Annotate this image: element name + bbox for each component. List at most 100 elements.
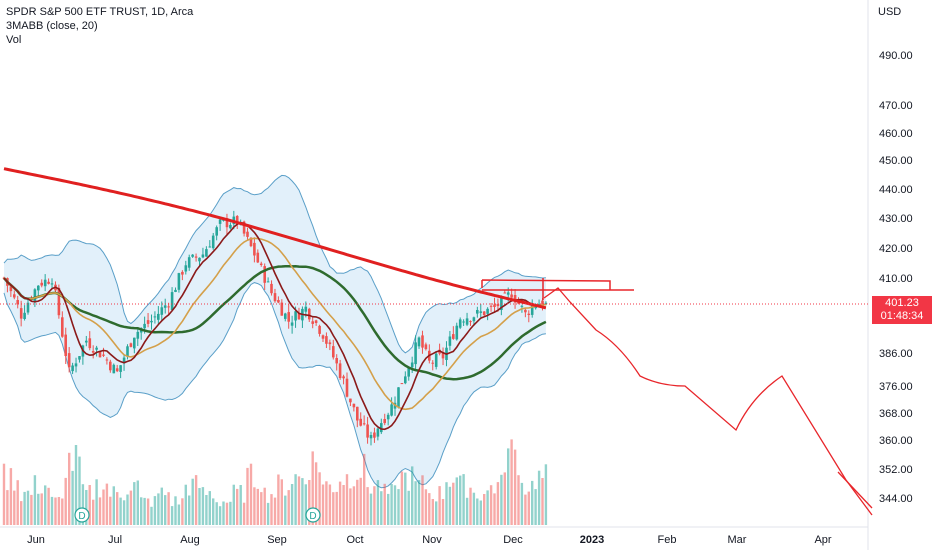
candle-body [50,283,54,285]
candle-body [356,406,359,421]
volume-bar [105,483,109,525]
volume-bar [476,498,479,525]
volume-bar [373,486,376,525]
volume-bar [9,468,13,525]
volume-bar [366,487,369,525]
candle-body [26,302,30,313]
volume-bar [411,466,414,525]
volume-bar [6,490,9,525]
bar-countdown: 01:48:34 [880,310,924,322]
x-tick-label: Dec [503,534,523,546]
volume-bar [479,500,482,525]
resistance-box [481,279,611,290]
volume-bar [500,474,503,525]
candle-body [373,432,376,438]
volume-bar [352,486,356,525]
candle-body [397,387,400,407]
volume-bar [356,479,359,525]
volume-bar [208,491,211,525]
volume-label[interactable]: Vol [6,34,22,46]
volume-bar [232,484,235,525]
ma-200-line [3,167,547,310]
volume-bar [311,451,314,525]
volume-bar [191,478,194,525]
candle-body [67,353,71,368]
candle-body [126,346,129,357]
candle-body [208,246,212,248]
x-tick-label: Sep [267,534,287,546]
volume-bar [393,485,397,525]
volume-bar [380,491,383,525]
x-tick-label: Nov [422,534,442,546]
volume-bar [441,499,445,525]
volume-bar [496,482,500,525]
candle-body [277,300,280,303]
volume-bar [236,488,239,525]
volume-bar [414,481,417,525]
volume-bar [489,485,493,525]
candle-body [421,335,424,348]
candle-body [524,309,527,313]
symbol-title: SPDR S&P 500 ETF TRUST, 1D, Arca [6,6,194,18]
volume-bar [68,452,71,525]
volume-bar [61,498,64,525]
indicator-label[interactable]: 3MABB (close, 20) [6,20,98,32]
volume-bar [188,495,191,525]
candle-body [452,334,455,339]
candle-body [9,286,13,292]
candle-body [181,271,184,275]
x-tick-label: Aug [180,534,200,546]
candle-body [376,428,380,437]
candle-body [314,320,318,323]
volume-bar [47,487,50,525]
volume-bar [212,498,215,525]
volume-bar [85,490,88,525]
volume-bar [98,497,102,525]
candle-body [40,282,43,286]
ma-short-line [3,221,546,431]
candle-body [37,285,40,291]
candle-body [133,337,136,349]
volume-bar [280,479,283,525]
volume-bar [459,475,462,525]
volume-bar [153,496,157,525]
chart-legend: SPDR S&P 500 ETF TRUST, 1D, Arca 3MABB (… [6,5,193,47]
volume-bar [78,456,81,525]
volume-bar [229,501,232,525]
volume-bar [146,498,150,525]
candle-body [229,224,232,229]
candle-body [246,231,249,237]
candle-body [349,398,352,403]
candle-body [297,312,301,320]
candle-body [294,311,297,321]
candle-body [78,356,81,360]
volume-bar [513,449,517,525]
volume-bar [30,494,33,525]
volume-bar [421,475,424,525]
volume-bar [342,485,345,525]
candle-body [410,362,414,368]
volume-bar [445,482,448,525]
volume-bar [369,493,373,525]
candle-body [308,308,311,320]
bollinger-band-fill [4,175,546,488]
volume-bar [304,484,307,525]
candle-body [174,289,177,292]
candle-body [390,404,393,416]
candle-body [479,311,483,313]
candle-body [510,294,513,298]
volume-bar [174,496,177,525]
volume-bar [170,506,174,525]
candle-body [407,367,410,377]
candle-body [424,344,428,350]
candle-body [290,322,294,326]
candle-body [85,340,88,343]
volume-bar [308,480,311,525]
candle-body [380,423,383,433]
volume-bar [321,484,325,525]
volume-bar [387,493,390,525]
candle-body [253,242,256,256]
volume-bar [400,471,404,525]
x-tick-label: Mar [728,534,747,546]
